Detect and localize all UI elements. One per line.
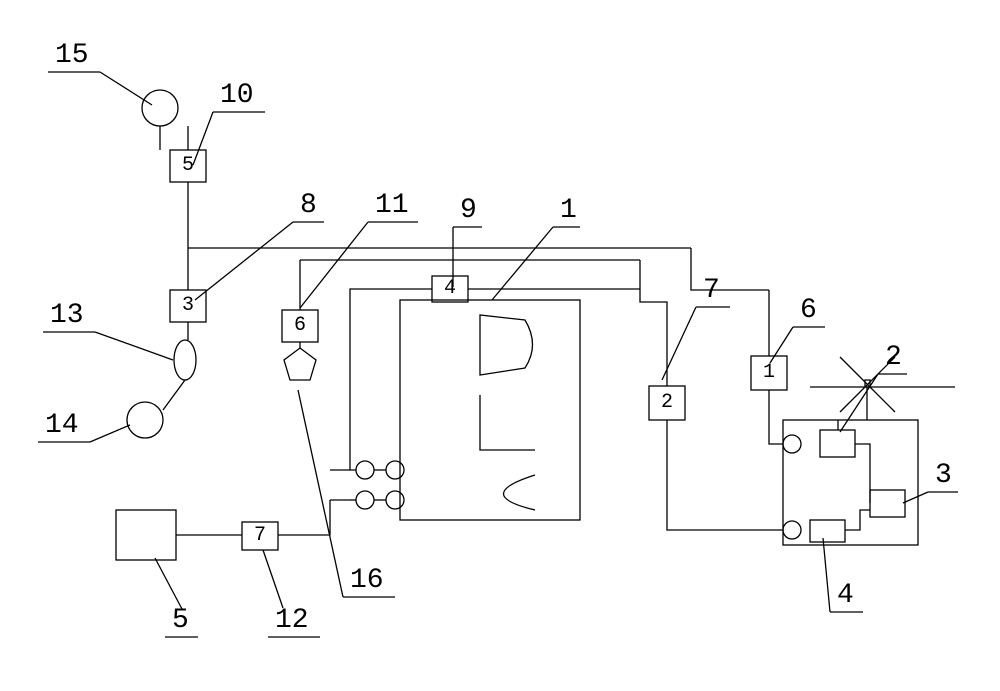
callout-12: 12 [275,605,309,636]
callout-2: 2 [885,342,902,373]
callout-16: 16 [350,565,384,596]
callout-8: 8 [300,190,317,221]
callout-14: 14 [45,410,79,441]
callout-11: 11 [375,190,409,221]
box-num-6: 6 [282,314,318,337]
box-num-5: 5 [170,154,206,177]
box-num-3: 3 [170,294,206,317]
callout-10: 10 [220,80,254,111]
box-num-2: 2 [649,391,685,414]
callout-9: 9 [460,195,477,226]
callout-5: 5 [172,605,189,636]
callout-6: 6 [800,295,817,326]
diagram-canvas: 534612715108119176213143512164 [0,0,1000,691]
callout-13: 13 [50,300,84,331]
callout-4: 4 [837,580,854,611]
callout-7: 7 [703,275,720,306]
box-num-7: 7 [242,524,278,547]
box-num-4: 4 [432,277,468,300]
callout-1: 1 [560,195,577,226]
box-num-1: 1 [751,361,787,384]
callout-15: 15 [55,40,89,71]
callout-3: 3 [935,460,952,491]
